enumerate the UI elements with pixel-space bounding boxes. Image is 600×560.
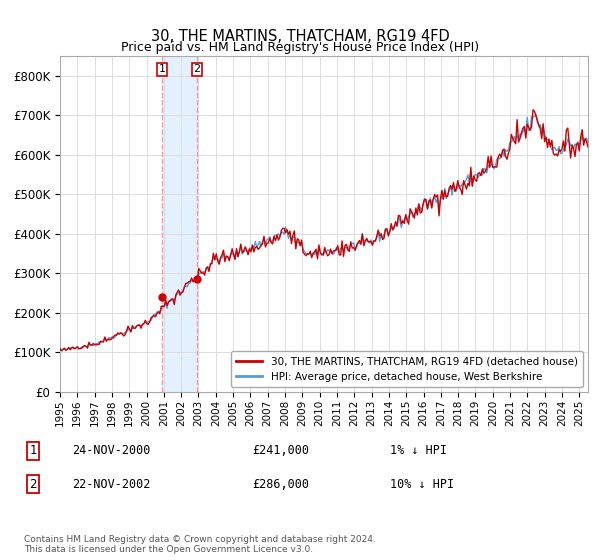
Legend: 30, THE MARTINS, THATCHAM, RG19 4FD (detached house), HPI: Average price, detach: 30, THE MARTINS, THATCHAM, RG19 4FD (det… [231, 351, 583, 387]
Text: 24-NOV-2000: 24-NOV-2000 [72, 444, 151, 458]
Text: 1: 1 [158, 64, 166, 74]
Text: 30, THE MARTINS, THATCHAM, RG19 4FD: 30, THE MARTINS, THATCHAM, RG19 4FD [151, 29, 449, 44]
Text: £241,000: £241,000 [252, 444, 309, 458]
Text: 2: 2 [29, 478, 37, 491]
Text: 10% ↓ HPI: 10% ↓ HPI [390, 478, 454, 491]
Text: 2: 2 [193, 64, 200, 74]
Text: 22-NOV-2002: 22-NOV-2002 [72, 478, 151, 491]
Text: 1% ↓ HPI: 1% ↓ HPI [390, 444, 447, 458]
Bar [162, 56, 197, 392]
Text: Price paid vs. HM Land Registry's House Price Index (HPI): Price paid vs. HM Land Registry's House … [121, 41, 479, 54]
Text: £286,000: £286,000 [252, 478, 309, 491]
Text: 1: 1 [29, 444, 37, 458]
Text: Contains HM Land Registry data © Crown copyright and database right 2024.
This d: Contains HM Land Registry data © Crown c… [24, 535, 376, 554]
